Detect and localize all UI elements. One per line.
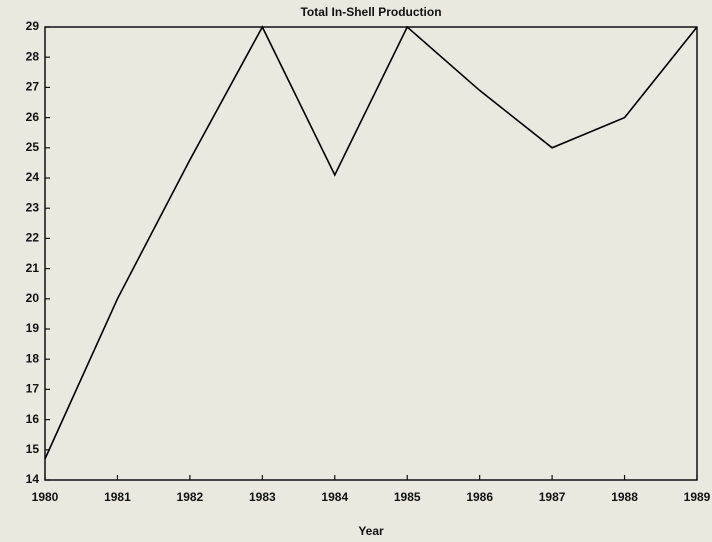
y-tick-label: 25 xyxy=(26,140,40,154)
x-tick-label: 1985 xyxy=(394,490,421,504)
y-tick-label: 21 xyxy=(26,261,40,275)
y-tick-label: 24 xyxy=(26,170,40,184)
y-tick-label: 20 xyxy=(26,291,40,305)
x-tick-label: 1987 xyxy=(539,490,566,504)
y-tick-label: 17 xyxy=(26,382,40,396)
y-tick-label: 29 xyxy=(26,19,40,33)
y-tick-label: 22 xyxy=(26,231,40,245)
data-line xyxy=(44,25,698,460)
y-tick-label: 27 xyxy=(26,80,40,94)
plot-frame xyxy=(44,26,698,481)
x-axis-label: Year xyxy=(358,524,384,538)
x-tick-label: 1980 xyxy=(32,490,59,504)
x-tick-label: 1984 xyxy=(321,490,348,504)
y-tick-label: 14 xyxy=(26,472,40,486)
x-tick-label: 1988 xyxy=(611,490,638,504)
x-tick-label: 1982 xyxy=(177,490,204,504)
y-tick-label: 28 xyxy=(26,49,40,63)
x-tick-label: 1981 xyxy=(104,490,131,504)
y-tick-label: 18 xyxy=(26,351,40,365)
chart-title: Total In-Shell Production xyxy=(300,5,441,19)
x-tick-label: 1989 xyxy=(684,490,711,504)
y-tick-label: 26 xyxy=(26,110,40,124)
y-tick-label: 15 xyxy=(26,442,40,456)
x-tick-label: 1986 xyxy=(466,490,493,504)
y-tick-label: 16 xyxy=(26,412,40,426)
y-tick-label: 19 xyxy=(26,321,40,335)
y-tick-label: 23 xyxy=(26,200,40,214)
x-tick-label: 1983 xyxy=(249,490,276,504)
